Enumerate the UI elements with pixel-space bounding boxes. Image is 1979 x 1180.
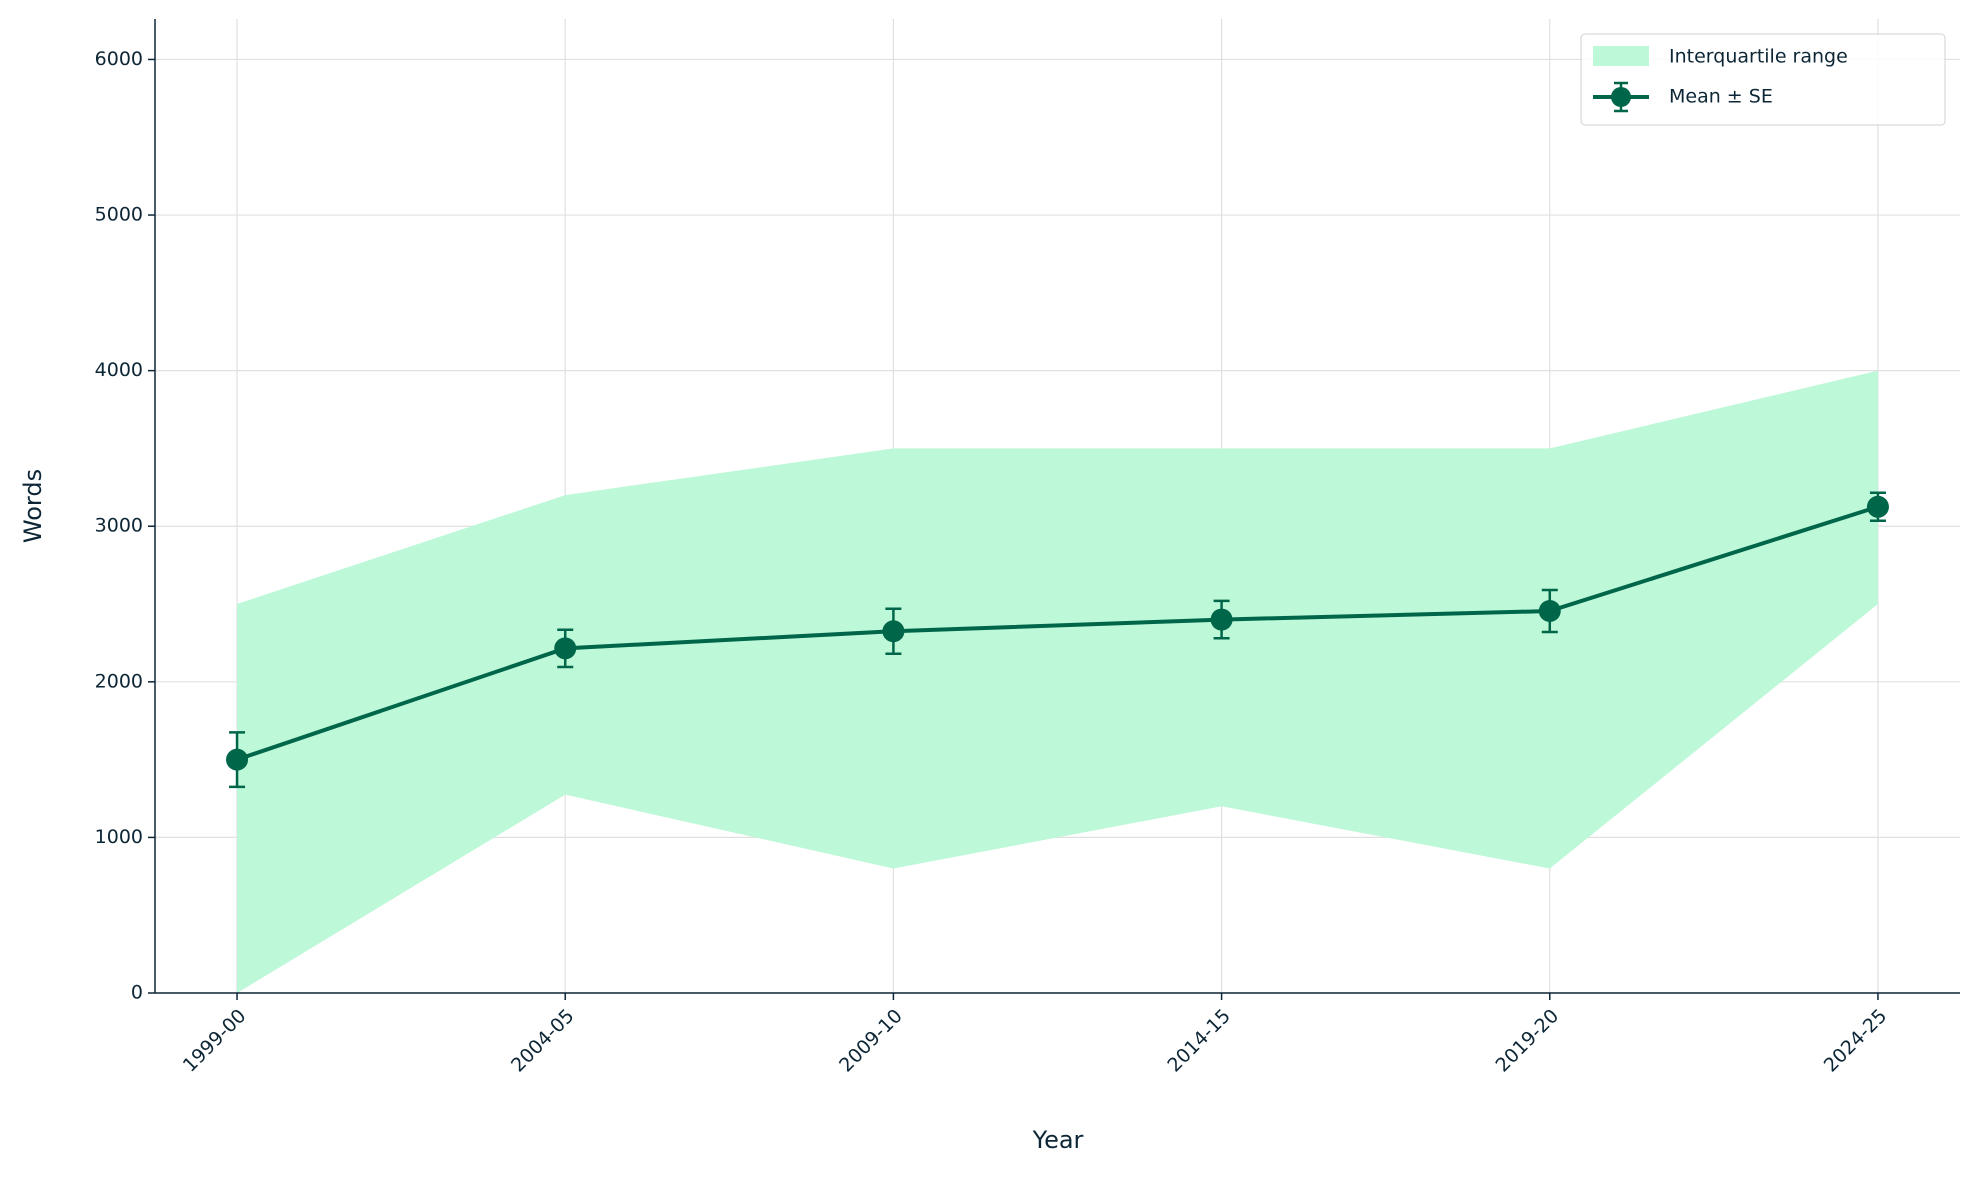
x-tick-label: 2019-20 — [1492, 1005, 1564, 1077]
y-tick-label: 5000 — [95, 204, 143, 226]
y-tick-label: 1000 — [95, 826, 143, 848]
y-axis-label: Words — [19, 469, 47, 543]
mean-marker — [1538, 600, 1561, 623]
legend-label: Mean ± SE — [1669, 86, 1773, 108]
y-tick-label: 6000 — [95, 48, 143, 70]
mean-line — [236, 504, 1879, 762]
x-axis-label: Year — [1032, 1126, 1084, 1154]
x-tick-label: 2009-10 — [835, 1005, 907, 1077]
x-tick-label: 2024-25 — [1820, 1005, 1892, 1077]
x-tick-label: 2014-15 — [1163, 1005, 1235, 1077]
x-tick-label: 2004-05 — [507, 1005, 579, 1077]
legend-marker — [1611, 87, 1631, 107]
y-tick-label: 0 — [131, 982, 143, 1004]
legend-box — [1580, 33, 1946, 126]
mean-marker — [554, 637, 577, 660]
mean-marker — [882, 620, 905, 643]
iqr-band — [237, 370, 1878, 994]
y-tick-label: 2000 — [95, 670, 143, 692]
x-tick-label: 1999-00 — [179, 1005, 251, 1077]
y-tick-label: 3000 — [95, 515, 143, 537]
y-tick-label: 4000 — [95, 359, 143, 381]
mean-marker — [226, 748, 249, 771]
legend-swatch — [1593, 46, 1649, 66]
legend-label: Interquartile range — [1669, 46, 1848, 68]
mean-marker — [1210, 608, 1233, 631]
mean-marker — [1866, 495, 1889, 518]
